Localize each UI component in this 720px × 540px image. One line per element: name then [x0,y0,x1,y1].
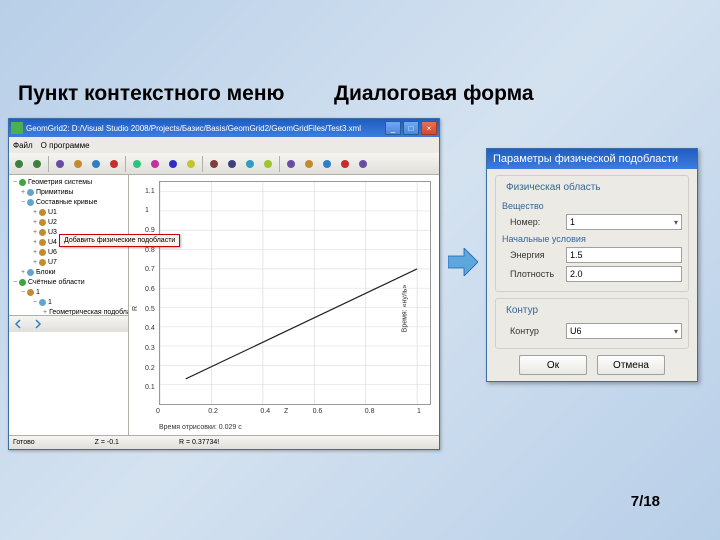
field-contour-label: Контур [510,326,566,336]
toolbar-btn-11[interactable] [224,156,240,172]
window-title: GeomGrid2: D:/Visual Studio 2008/Project… [26,124,385,133]
toolbar-btn-1[interactable] [29,156,45,172]
toolbar-btn-12[interactable] [242,156,258,172]
side-panel: −Геометрия системы +Примитивы −Составные… [9,175,129,435]
maximize-button[interactable]: □ [403,121,419,135]
tree-u4[interactable]: U4 [48,239,57,246]
toolbar-btn-4[interactable] [88,156,104,172]
app-window: GeomGrid2: D:/Visual Studio 2008/Project… [8,118,440,450]
field-energy-label: Энергия [510,250,566,260]
tree-1[interactable]: 1 [36,289,40,296]
statusbar: Готово Z = -0.1 R = 0.37734! [9,435,439,449]
toolbar-btn-5[interactable] [106,156,122,172]
field-density-label: Плотность [510,269,566,279]
dropdown-icon: ▾ [674,218,678,227]
page-number: 7/18 [631,493,660,510]
toolbar-btn-6[interactable] [129,156,145,172]
status-r: R = 0.37734! [179,439,219,446]
context-menu[interactable]: Добавить физические подобласти [59,234,180,247]
context-menu-item[interactable]: Добавить физические подобласти [64,237,175,244]
toolbar-btn-14[interactable] [283,156,299,172]
close-button[interactable]: × [421,121,437,135]
status-z: Z = -0.1 [95,439,119,446]
toolbar-btn-3[interactable] [70,156,86,172]
field-energy-value: 1.5 [570,250,583,260]
mini-fwd-icon[interactable] [29,316,45,332]
toolbar-btn-2[interactable] [52,156,68,172]
tree-primitives[interactable]: Примитивы [36,189,73,196]
tree-curves[interactable]: Составные кривые [36,199,97,206]
xlabel: Z [284,408,288,415]
ok-button[interactable]: Ок [519,355,587,375]
mini-toolbar [9,316,128,332]
tree-root[interactable]: Геометрия системы [28,179,92,186]
toolbar-btn-0[interactable] [11,156,27,172]
field-number-label: Номер: [510,217,566,227]
field-number-select[interactable]: 1 ▾ [566,214,682,230]
mini-back-icon[interactable] [11,316,27,332]
cancel-button[interactable]: Отмена [597,355,665,375]
fieldset-contour: Контур Контур U6 ▾ [495,298,689,349]
toolbar-btn-15[interactable] [301,156,317,172]
right-label: Время: «нуль» [402,285,409,333]
tree-u7[interactable]: U7 [48,259,57,266]
ylabel: R [132,306,139,311]
dialog-window: Параметры физической подобласти Физическ… [486,148,698,382]
toolbar-btn-18[interactable] [355,156,371,172]
menu-about[interactable]: О программе [41,141,90,150]
status-ready: Готово [13,439,35,446]
heading-left: Пункт контекстного меню [18,82,284,106]
toolbar-btn-10[interactable] [206,156,222,172]
plot-area[interactable]: 0.10.20.30.40.50.60.70.80.911.1 00.20.40… [129,175,439,435]
tree-calc[interactable]: Счётные области [28,279,85,286]
field-number-value: 1 [570,217,575,227]
app-icon [11,122,23,134]
toolbar-btn-16[interactable] [319,156,335,172]
tree-blocks[interactable]: Блоки [36,269,56,276]
tree-u3[interactable]: U3 [48,229,57,236]
toolbar-btn-17[interactable] [337,156,353,172]
menu-file[interactable]: Файл [13,141,33,150]
group-contour-label: Контур [504,305,540,316]
tree-u6[interactable]: U6 [48,249,57,256]
field-density-input[interactable]: 2.0 [566,266,682,282]
properties-list[interactable] [9,332,128,435]
field-contour-select[interactable]: U6 ▾ [566,323,682,339]
toolbar-btn-9[interactable] [183,156,199,172]
tree-u2[interactable]: U2 [48,219,57,226]
sub-initcond-label: Начальные условия [502,234,682,244]
menubar: Файл О программе [9,137,439,153]
toolbar-btn-8[interactable] [165,156,181,172]
field-density-value: 2.0 [570,269,583,279]
dropdown-icon: ▾ [674,327,678,336]
titlebar[interactable]: GeomGrid2: D:/Visual Studio 2008/Project… [9,119,439,137]
fieldset-physical: Физическая область Вещество Номер: 1 ▾ Н… [495,175,689,292]
toolbar [9,153,439,175]
render-time: Время отрисовки: 0.029 с [159,424,242,431]
plot-frame [159,181,431,405]
field-contour-value: U6 [570,326,582,336]
heading-right: Диалоговая форма [334,82,534,106]
chart-svg [160,182,430,404]
toolbar-btn-7[interactable] [147,156,163,172]
minimize-button[interactable]: _ [385,121,401,135]
sub-substance-label: Вещество [502,201,682,211]
arrow-icon [448,248,478,276]
group-phys-label: Физическая область [504,182,603,193]
tree-u1[interactable]: U1 [48,209,57,216]
dialog-title[interactable]: Параметры физической подобласти [487,149,697,169]
toolbar-btn-13[interactable] [260,156,276,172]
field-energy-input[interactable]: 1.5 [566,247,682,263]
